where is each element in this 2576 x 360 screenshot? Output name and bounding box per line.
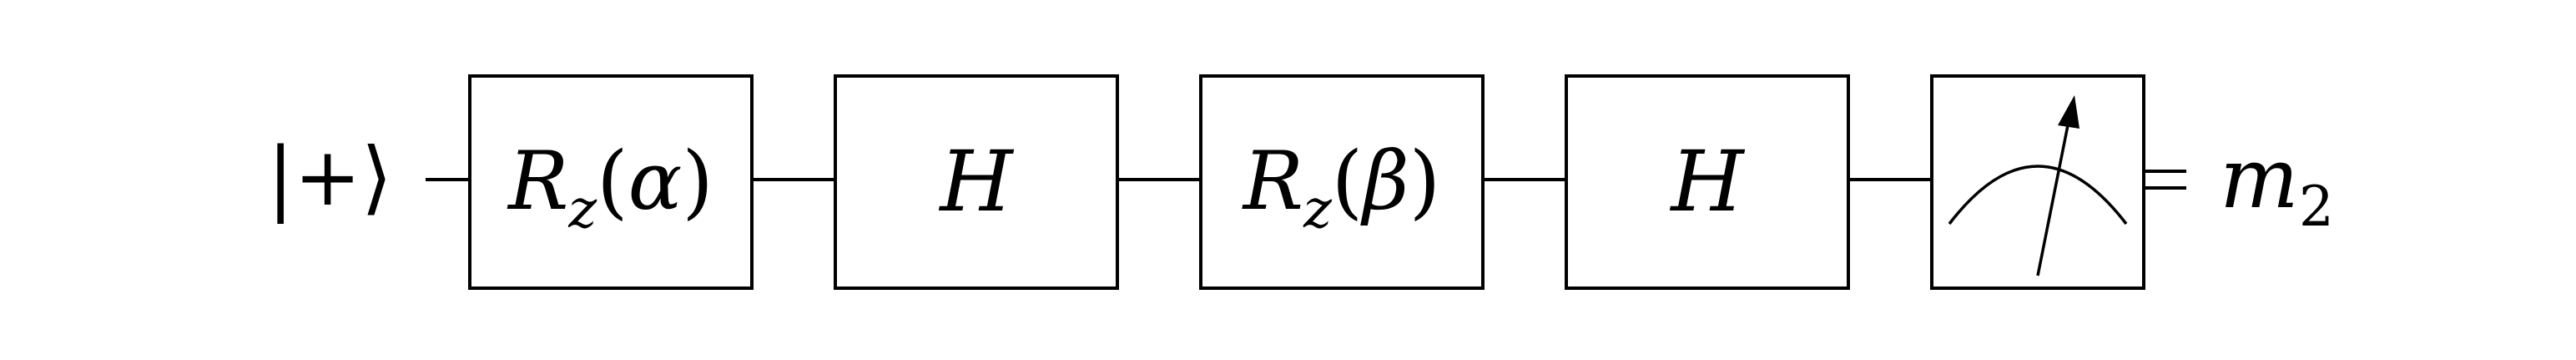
gate-hadamard-1: H [834,74,1119,290]
input-state-ket: |+⟩ [267,130,392,224]
gate-label: H [938,133,1014,231]
gate-hadamard-2: H [1565,74,1850,290]
gate-rz-beta: Rz(β) [1199,74,1485,290]
gate-box [1930,74,2145,290]
classical-wire [2144,170,2186,190]
gate-box [1565,74,1850,290]
meter-needle [2036,116,2071,276]
meter-icon [1948,116,2128,276]
gate-label: Rz(α) [507,134,713,241]
meter-needle-arrowhead [2058,95,2079,129]
gate-box [468,74,754,290]
output-label: m2 [2220,129,2334,239]
gate-measurement [1930,74,2145,290]
meter-arc [1948,165,2128,226]
gate-rz-alpha: Rz(α) [468,74,754,290]
gate-label: Rz(β) [1242,134,1440,241]
gate-box [1199,74,1485,290]
gate-box [834,74,1119,290]
gate-label: H [1669,133,1745,231]
